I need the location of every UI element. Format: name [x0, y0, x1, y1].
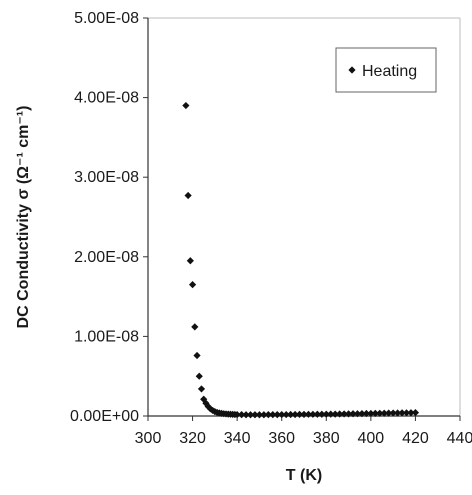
data-point: [327, 410, 335, 418]
data-point: [344, 410, 353, 418]
x-tick-label: 440: [447, 430, 472, 447]
data-point: [313, 410, 321, 418]
x-tick-label: 380: [313, 430, 340, 447]
data-point: [304, 410, 313, 418]
data-point: [358, 410, 366, 418]
x-axis-label: T (K): [286, 467, 322, 484]
data-point: [291, 410, 299, 419]
data-point: [367, 409, 375, 418]
x-tick-label: 340: [224, 430, 251, 447]
data-point: [376, 409, 384, 417]
data-point: [282, 410, 290, 419]
data-point: [295, 410, 304, 419]
y-axis-ticks: 0.00E+00 1.00E-08 2.00E-08 3.00E-08 4.00E-08…: [70, 10, 148, 425]
data-point: [362, 409, 370, 418]
data-point: [402, 409, 411, 417]
data-point: [233, 410, 241, 419]
data-point: [318, 410, 326, 418]
data-point: [389, 409, 397, 417]
data-point: [336, 410, 344, 418]
data-point: [380, 409, 388, 417]
data-point: [264, 411, 272, 419]
y-tick-label: 0.00E+00: [70, 408, 139, 425]
legend: Heating: [335, 47, 437, 93]
data-point: [238, 411, 246, 419]
data-point: [385, 409, 393, 417]
x-axis-ticks: 300 320 340 360 380 400 420 440: [135, 416, 472, 447]
data-point: [287, 410, 295, 419]
data-point: [182, 101, 190, 110]
x-tick-label: 300: [135, 430, 162, 447]
y-axis-label: DC Conductivity σ (Ω⁻¹ cm⁻¹): [15, 106, 32, 329]
data-point: [202, 399, 210, 407]
x-tick-label: 400: [358, 430, 385, 447]
x-tick-label: 320: [179, 430, 206, 447]
data-point: [193, 351, 201, 360]
data-point: [353, 410, 362, 418]
data-point: [394, 409, 402, 417]
y-tick-label: 2.00E-08: [74, 249, 139, 266]
data-point: [407, 409, 415, 417]
data-point: [309, 410, 317, 418]
y-tick-label: 4.00E-08: [74, 90, 139, 107]
data-point: [273, 411, 281, 419]
data-point: [186, 257, 194, 265]
x-tick-label: 420: [402, 430, 429, 447]
data-point: [349, 410, 357, 418]
data-point: [242, 411, 250, 419]
data-point: [255, 411, 264, 419]
data-point: [371, 409, 379, 417]
y-tick-label: 1.00E-08: [74, 328, 139, 345]
y-tick-label: 5.00E-08: [74, 10, 139, 27]
data-point: [191, 323, 199, 331]
data-point: [251, 411, 259, 419]
data-point: [269, 411, 277, 419]
legend-marker-heating: [348, 66, 356, 74]
data-point: [331, 410, 339, 418]
plot-frame: [147, 17, 461, 417]
data-point: [278, 410, 286, 419]
data-point: [322, 410, 330, 418]
data-point: [246, 411, 255, 419]
data-point: [300, 410, 308, 419]
data-point: [197, 385, 206, 393]
data-point: [260, 411, 268, 419]
legend-label-heating: Heating: [362, 63, 417, 80]
data-point: [398, 409, 406, 417]
data-point: [184, 191, 192, 200]
data-point: [195, 372, 203, 380]
x-tick-label: 360: [268, 430, 295, 447]
y-tick-label: 3.00E-08: [74, 169, 139, 186]
data-point: [340, 410, 348, 418]
data-point: [411, 409, 420, 417]
data-point: [188, 281, 197, 289]
data-points-heating: [182, 101, 420, 419]
